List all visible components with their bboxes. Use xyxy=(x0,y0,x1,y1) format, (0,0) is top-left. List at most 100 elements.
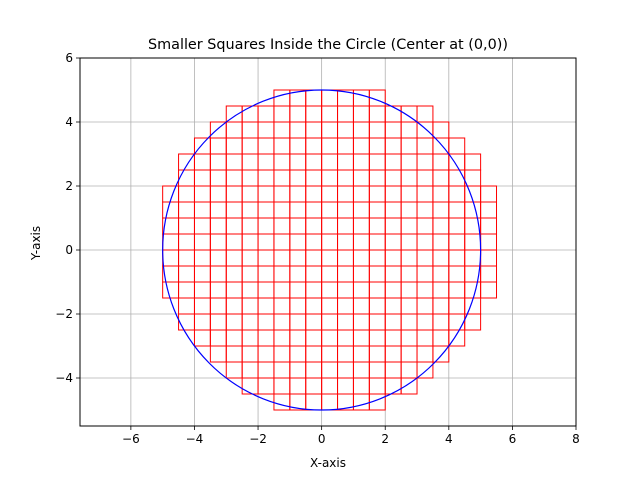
square xyxy=(178,169,195,187)
circle xyxy=(162,89,482,411)
square xyxy=(257,105,275,123)
square xyxy=(480,217,498,235)
axes-frame xyxy=(79,57,577,427)
square xyxy=(368,169,386,187)
square xyxy=(448,185,466,203)
square xyxy=(464,233,482,251)
y-tick-label: 6 xyxy=(65,51,73,65)
square xyxy=(225,185,243,203)
square xyxy=(257,201,275,219)
square xyxy=(225,313,243,331)
square xyxy=(416,153,434,171)
square xyxy=(321,121,339,139)
square xyxy=(305,217,323,235)
square xyxy=(162,281,180,299)
square xyxy=(193,169,211,187)
square xyxy=(480,185,498,203)
square xyxy=(241,297,259,315)
square xyxy=(448,265,466,283)
square xyxy=(416,201,434,219)
square xyxy=(241,137,259,155)
square xyxy=(352,89,370,107)
square xyxy=(400,137,418,155)
square xyxy=(305,105,323,123)
square xyxy=(432,313,450,331)
square xyxy=(384,217,402,235)
square xyxy=(321,153,339,171)
y-tick-label: 2 xyxy=(65,179,73,193)
square xyxy=(352,249,370,267)
square xyxy=(241,201,259,219)
square xyxy=(384,153,402,171)
square xyxy=(257,137,275,155)
square xyxy=(352,281,370,299)
square xyxy=(448,249,466,267)
square xyxy=(321,169,339,187)
x-tick-label: 2 xyxy=(381,432,389,446)
square xyxy=(209,313,227,331)
square xyxy=(209,169,227,187)
square xyxy=(432,217,450,235)
square xyxy=(289,313,307,331)
square xyxy=(209,185,227,203)
square xyxy=(225,233,243,251)
square xyxy=(225,169,243,187)
square xyxy=(432,249,450,267)
x-tick-label: 0 xyxy=(318,432,326,446)
square xyxy=(416,345,434,363)
square xyxy=(352,105,370,123)
square xyxy=(400,345,418,363)
square xyxy=(321,345,339,363)
square xyxy=(368,217,386,235)
square xyxy=(400,281,418,299)
square xyxy=(289,169,307,187)
square xyxy=(178,217,195,235)
square xyxy=(464,169,482,187)
square xyxy=(337,201,354,219)
square xyxy=(209,329,227,347)
square xyxy=(305,281,323,299)
square xyxy=(273,393,291,411)
square xyxy=(400,361,418,379)
square xyxy=(416,281,434,299)
square xyxy=(337,265,354,283)
y-tick-label: 0 xyxy=(65,243,73,257)
square xyxy=(273,137,291,155)
square xyxy=(162,233,180,251)
square xyxy=(289,137,307,155)
square xyxy=(321,393,339,411)
square xyxy=(368,249,386,267)
square xyxy=(225,201,243,219)
square xyxy=(384,281,402,299)
square xyxy=(178,281,195,299)
square xyxy=(209,265,227,283)
square xyxy=(416,265,434,283)
square xyxy=(257,377,275,395)
square xyxy=(400,169,418,187)
square xyxy=(321,89,339,107)
square xyxy=(305,185,323,203)
x-tick-label: 4 xyxy=(445,432,453,446)
square xyxy=(337,345,354,363)
square xyxy=(352,361,370,379)
square xyxy=(209,201,227,219)
square xyxy=(178,313,195,331)
square xyxy=(480,281,498,299)
square xyxy=(368,281,386,299)
square xyxy=(193,153,211,171)
square xyxy=(337,281,354,299)
square xyxy=(241,281,259,299)
square xyxy=(193,185,211,203)
square xyxy=(384,265,402,283)
square xyxy=(321,313,339,331)
square xyxy=(273,169,291,187)
square xyxy=(257,121,275,139)
square xyxy=(384,185,402,203)
square xyxy=(448,217,466,235)
square xyxy=(448,297,466,315)
square xyxy=(289,345,307,363)
square xyxy=(416,313,434,331)
square xyxy=(162,249,180,267)
square xyxy=(241,169,259,187)
square xyxy=(225,329,243,347)
